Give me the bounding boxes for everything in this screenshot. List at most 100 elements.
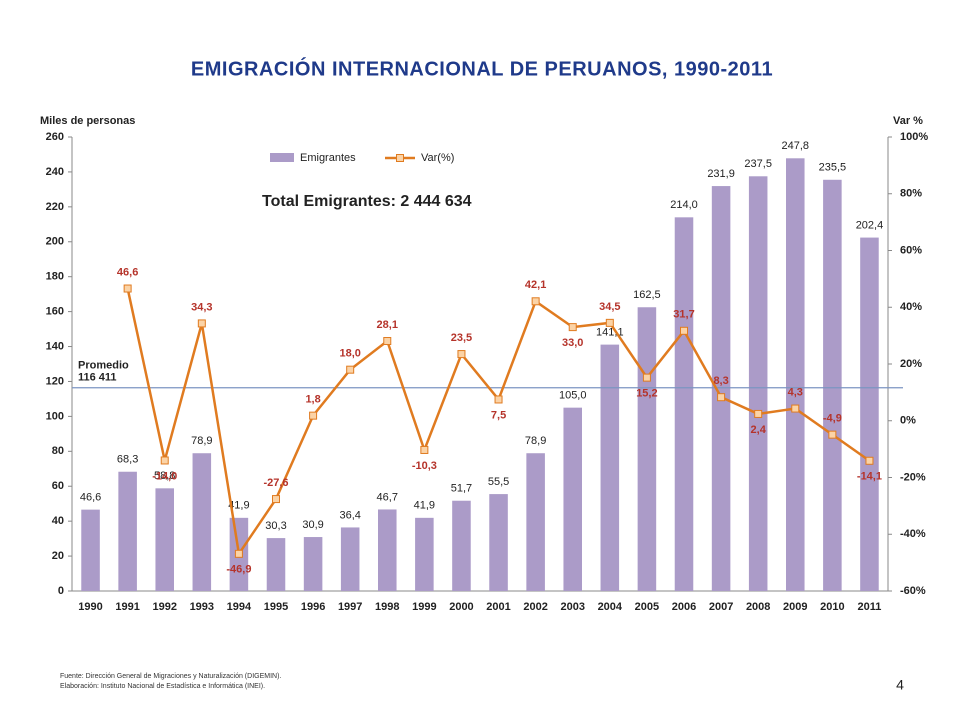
bar-value-label: 51,7 (451, 483, 472, 495)
line-marker (346, 365, 355, 374)
x-tick-label: 2001 (486, 601, 510, 613)
x-tick-label: 2007 (709, 601, 733, 613)
bar-value-label: 68,3 (117, 454, 138, 466)
line-value-label: 31,7 (673, 309, 694, 321)
y-tick-label: 0 (58, 585, 64, 597)
line-value-label: 1,8 (305, 394, 320, 406)
line-marker (865, 456, 874, 465)
line-marker (197, 319, 206, 328)
line-value-label: 34,5 (599, 301, 620, 313)
bar (452, 500, 471, 591)
line-marker (457, 350, 466, 359)
line-marker (160, 456, 169, 465)
bar-value-label: 46,7 (377, 491, 398, 503)
bar-value-label: 235,5 (819, 162, 847, 174)
chart-title: EMIGRACIÓN INTERNACIONAL DE PERUANOS, 19… (191, 56, 773, 80)
bar (526, 453, 545, 591)
x-tick-label: 1997 (338, 601, 362, 613)
y-tick-label: 240 (46, 166, 64, 178)
line-marker (123, 284, 132, 293)
line-value-label: 7,5 (491, 409, 506, 421)
x-tick-label: 1994 (227, 601, 252, 613)
bar (674, 217, 694, 592)
y2-tick-label: 60% (900, 244, 922, 256)
y-tick-label: 40 (52, 515, 64, 527)
x-tick-label: 2003 (560, 601, 584, 613)
line-marker (234, 549, 243, 558)
y-tick-label: 260 (46, 131, 64, 143)
x-tick-label: 2011 (858, 601, 882, 613)
x-tick-label: 2009 (783, 601, 807, 613)
legend-swatch (396, 154, 404, 162)
line-marker (680, 326, 688, 335)
line-marker (605, 318, 614, 327)
bar-value-label: 214,0 (670, 199, 698, 211)
x-tick-label: 2008 (746, 601, 770, 613)
legend-swatch (270, 153, 294, 162)
y2-tick-label: -40% (900, 528, 926, 540)
x-tick-label: 1993 (190, 601, 214, 613)
line-marker (791, 404, 800, 413)
bar-value-label: 30,3 (265, 520, 286, 532)
bar (823, 179, 842, 591)
y-tick-label: 120 (46, 375, 64, 387)
line-marker (717, 393, 726, 402)
y2-tick-label: 0% (900, 415, 916, 427)
bar (711, 186, 731, 591)
bar-value-label: 78,9 (191, 435, 212, 447)
bar-value-label: 237,5 (744, 158, 772, 170)
bar (489, 494, 508, 591)
y2-tick-label: 20% (900, 358, 922, 370)
page-number: 4 (896, 677, 904, 693)
x-tick-label: 2000 (449, 601, 473, 613)
line-marker (754, 409, 763, 418)
x-tick-label: 2002 (523, 601, 547, 613)
x-tick-label: 2005 (635, 601, 659, 613)
line-value-label: 33,0 (562, 337, 583, 349)
bar (340, 527, 360, 591)
y-tick-label: 20 (52, 550, 64, 562)
bar-value-label: 141,1 (596, 327, 624, 339)
x-tick-label: 1990 (78, 601, 102, 613)
y2-tick-label: 100% (900, 131, 928, 143)
bar (303, 537, 323, 591)
bar-value-label: 55,5 (488, 476, 509, 488)
legend-label: Var(%) (421, 152, 454, 164)
line-value-label: 4,3 (788, 386, 803, 398)
bar-value-label: 41,9 (414, 500, 435, 512)
annotation: Total Emigrantes: 2 444 634 (262, 193, 472, 210)
credit: Elaboración: Instituto Nacional de Estad… (60, 683, 265, 690)
y-tick-label: 160 (46, 306, 64, 318)
line-marker (531, 297, 540, 306)
x-tick-label: 1995 (264, 601, 288, 613)
y2-tick-label: -20% (900, 471, 926, 483)
bar (81, 509, 100, 591)
bar (748, 176, 768, 592)
line-marker (272, 495, 280, 504)
x-tick-label: 1996 (301, 601, 325, 613)
bar-value-label: 247,8 (782, 140, 810, 152)
bar (118, 471, 137, 591)
line-value-label: 8,3 (713, 375, 728, 387)
bar (563, 407, 582, 591)
bar (415, 517, 434, 591)
x-tick-label: 2006 (672, 601, 696, 613)
average-label: Promedio (78, 360, 129, 372)
bar-value-label: 78,9 (525, 435, 546, 447)
line-value-label: 23,5 (451, 332, 472, 344)
bar-value-label: 231,9 (707, 168, 735, 180)
average-value-label: 116 411 (78, 372, 117, 384)
y-axis-label: Miles de personas (40, 115, 135, 127)
legend-label: Emigrantes (300, 152, 356, 164)
line-marker (828, 430, 837, 439)
x-tick-label: 1998 (375, 601, 399, 613)
y-tick-label: 200 (46, 236, 64, 248)
x-tick-label: 1999 (412, 601, 436, 613)
y-tick-label: 220 (46, 201, 64, 213)
y-tick-label: 80 (52, 445, 64, 457)
line-marker (642, 373, 651, 382)
line-value-label: -4,9 (823, 413, 842, 425)
line-marker (420, 445, 429, 454)
x-tick-label: 1992 (152, 601, 176, 613)
bar (860, 237, 879, 591)
